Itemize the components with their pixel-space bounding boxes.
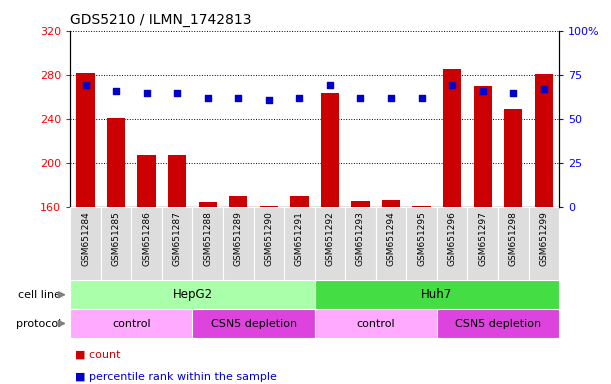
Point — [81, 83, 90, 89]
Bar — [162, 207, 192, 280]
Text: GSM651291: GSM651291 — [295, 211, 304, 266]
Bar — [192, 309, 315, 338]
Text: GDS5210 / ILMN_1742813: GDS5210 / ILMN_1742813 — [70, 13, 252, 27]
Text: GSM651296: GSM651296 — [448, 211, 456, 266]
Text: CSN5 depletion: CSN5 depletion — [211, 318, 296, 329]
Bar — [376, 207, 406, 280]
Bar — [254, 207, 284, 280]
Text: GSM651287: GSM651287 — [173, 211, 181, 266]
Bar — [131, 207, 162, 280]
Bar — [168, 156, 186, 384]
Point — [508, 89, 518, 96]
Bar — [437, 309, 559, 338]
Bar — [529, 207, 559, 280]
Text: control: control — [112, 318, 151, 329]
Bar — [229, 196, 247, 384]
Bar — [290, 196, 309, 384]
Bar — [70, 280, 315, 309]
Bar — [260, 206, 278, 384]
Text: GSM651292: GSM651292 — [326, 211, 334, 266]
Text: GSM651286: GSM651286 — [142, 211, 151, 266]
Text: GSM651297: GSM651297 — [478, 211, 487, 266]
Point — [386, 95, 396, 101]
Bar — [107, 118, 125, 384]
Bar — [437, 207, 467, 280]
Bar — [101, 207, 131, 280]
Text: Huh7: Huh7 — [421, 288, 453, 301]
Text: GSM651295: GSM651295 — [417, 211, 426, 266]
Bar — [406, 207, 437, 280]
Bar — [70, 309, 192, 338]
Bar — [412, 206, 431, 384]
Bar — [199, 202, 217, 384]
Bar — [284, 207, 315, 280]
Point — [142, 89, 152, 96]
Bar — [192, 207, 223, 280]
Point — [264, 96, 274, 103]
Point — [356, 95, 365, 101]
Bar — [467, 207, 498, 280]
Bar — [345, 207, 376, 280]
Bar — [498, 207, 529, 280]
Point — [295, 95, 304, 101]
Point — [233, 95, 243, 101]
Text: CSN5 depletion: CSN5 depletion — [455, 318, 541, 329]
Bar — [443, 70, 461, 384]
Text: control: control — [356, 318, 395, 329]
Point — [417, 95, 426, 101]
Text: GSM651289: GSM651289 — [234, 211, 243, 266]
Point — [111, 88, 121, 94]
Bar — [382, 200, 400, 384]
Point — [203, 95, 213, 101]
Point — [478, 88, 488, 94]
Bar — [70, 207, 101, 280]
Text: protocol: protocol — [16, 318, 61, 329]
Bar — [137, 156, 156, 384]
Text: GSM651299: GSM651299 — [540, 211, 548, 266]
Text: GSM651294: GSM651294 — [387, 211, 395, 266]
Text: GSM651290: GSM651290 — [265, 211, 273, 266]
Text: GSM651293: GSM651293 — [356, 211, 365, 266]
Bar — [315, 207, 345, 280]
Text: GSM651298: GSM651298 — [509, 211, 518, 266]
Bar — [351, 201, 370, 384]
Bar — [76, 73, 95, 384]
Bar — [223, 207, 254, 280]
Point — [172, 89, 182, 96]
Text: GSM651284: GSM651284 — [81, 211, 90, 266]
Bar — [315, 280, 559, 309]
Bar — [474, 86, 492, 384]
Bar — [315, 309, 437, 338]
Text: ■ percentile rank within the sample: ■ percentile rank within the sample — [75, 372, 277, 382]
Bar — [321, 93, 339, 384]
Text: HepG2: HepG2 — [172, 288, 213, 301]
Text: cell line: cell line — [18, 290, 61, 300]
Text: GSM651288: GSM651288 — [203, 211, 212, 266]
Bar — [535, 74, 553, 384]
Point — [539, 86, 549, 92]
Bar — [504, 109, 522, 384]
Text: ■ count: ■ count — [75, 349, 120, 359]
Point — [325, 83, 335, 89]
Point — [447, 83, 457, 89]
Text: GSM651285: GSM651285 — [112, 211, 120, 266]
